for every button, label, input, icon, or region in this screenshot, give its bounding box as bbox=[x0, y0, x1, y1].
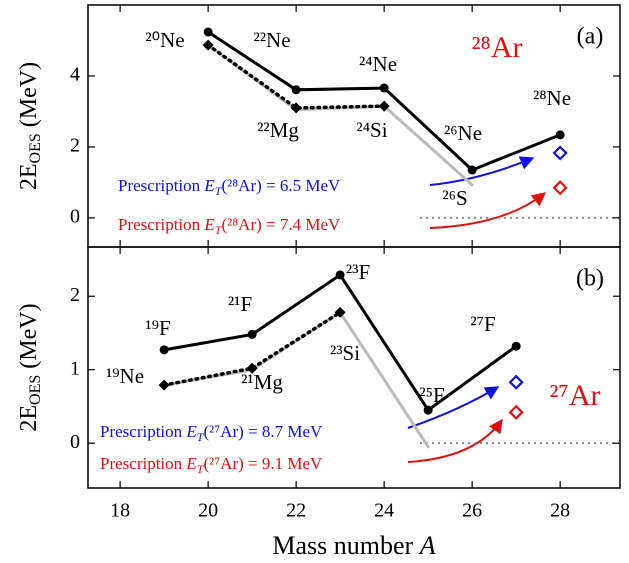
nucleus-label: ²⁶S bbox=[442, 186, 467, 210]
series-line bbox=[206, 43, 386, 110]
x-tick-label: 22 bbox=[286, 500, 306, 522]
data-point bbox=[202, 39, 214, 51]
prescription-prefix: Prescription bbox=[118, 176, 204, 195]
nucleus-label: ²¹Mg bbox=[241, 370, 283, 394]
y-tick-label: 0 bbox=[70, 205, 80, 227]
data-point bbox=[423, 405, 433, 415]
y-label-sub: OES bbox=[27, 375, 44, 405]
x-axis-label: Mass number A bbox=[272, 531, 435, 560]
arrow bbox=[407, 418, 503, 463]
y-tick-label: 4 bbox=[70, 64, 80, 86]
x-tick-label: 28 bbox=[550, 500, 570, 522]
prescription-sub: T bbox=[197, 430, 205, 444]
y-label-unit: (MeV) bbox=[16, 62, 42, 133]
prescription-var: E bbox=[203, 215, 215, 234]
y-tick-label: 2 bbox=[70, 135, 80, 157]
data-point bbox=[508, 374, 524, 390]
prescription-sub: T bbox=[215, 184, 223, 198]
prescription-prefix: Prescription bbox=[100, 454, 186, 473]
y-label-sub: OES bbox=[27, 133, 44, 163]
panel-label: (b) bbox=[576, 266, 604, 292]
prescription: Prescription ET(²⁷Ar) = 9.1 MeV bbox=[100, 454, 323, 476]
arrow bbox=[407, 386, 500, 429]
plot-frame bbox=[87, 246, 621, 489]
data-point bbox=[552, 145, 568, 161]
data-point bbox=[291, 85, 301, 95]
arrow bbox=[429, 192, 547, 229]
y-tick-label: 0 bbox=[70, 431, 80, 453]
nucleus-label: ²⁴Ne bbox=[359, 52, 397, 76]
data-point bbox=[508, 404, 524, 420]
data-point bbox=[290, 102, 302, 114]
prescription-rest: (²⁷Ar) = 8.7 MeV bbox=[203, 422, 323, 441]
y-axis-label: 2EOES (MeV) bbox=[16, 303, 44, 431]
panel-label: (a) bbox=[577, 24, 604, 50]
data-point bbox=[552, 180, 568, 196]
prescription-var: E bbox=[185, 422, 197, 441]
y-tick-label: 1 bbox=[70, 357, 80, 379]
nucleus-label: ²⁶Ne bbox=[444, 121, 482, 145]
prescription-sub: T bbox=[215, 223, 223, 237]
prescription-rest: (²⁸Ar) = 6.5 MeV bbox=[221, 176, 341, 195]
data-point bbox=[334, 306, 346, 318]
y-label-unit: (MeV) bbox=[16, 303, 42, 374]
nucleus-label: ²⁷F bbox=[470, 312, 495, 336]
nucleus-label: ¹⁹F bbox=[145, 316, 170, 340]
x-tick-label: 20 bbox=[198, 500, 218, 522]
prescription-sub: T bbox=[197, 462, 205, 476]
data-point bbox=[159, 345, 169, 355]
nucleus-label: ²⁴Si bbox=[356, 118, 387, 142]
data-point bbox=[335, 270, 345, 280]
nucleus-label: ²⁰Ne bbox=[145, 28, 184, 52]
nucleus-label: ²³F bbox=[346, 260, 370, 284]
data-point bbox=[246, 362, 258, 374]
nucleus-label: ²²Mg bbox=[257, 118, 299, 142]
data-point bbox=[378, 100, 390, 112]
data-point bbox=[555, 130, 565, 140]
nucleus-label: ¹⁹Ne bbox=[106, 364, 144, 388]
data-point bbox=[203, 27, 213, 37]
data-point bbox=[467, 165, 477, 175]
x-label-var: A bbox=[418, 531, 436, 560]
prescription-prefix: Prescription bbox=[100, 422, 186, 441]
prescription-var: E bbox=[203, 176, 215, 195]
prescription-rest: (²⁸Ar) = 7.4 MeV bbox=[221, 215, 341, 234]
nucleus-title: ²⁸Ar bbox=[471, 31, 522, 64]
data-point bbox=[158, 379, 170, 391]
nucleus-title: ²⁷Ar bbox=[549, 379, 600, 412]
data-point bbox=[511, 341, 521, 351]
nucleus-label: ²³Si bbox=[330, 341, 360, 365]
y-tick-label: 2 bbox=[70, 284, 80, 306]
data-point bbox=[379, 83, 389, 93]
y-label-main: 2E bbox=[16, 405, 42, 432]
y-axis-label: 2EOES (MeV) bbox=[16, 62, 44, 190]
nucleus-label: ²⁸Ne bbox=[533, 86, 571, 110]
nucleus-label: ²⁵F bbox=[419, 383, 444, 407]
prescription: Prescription ET(²⁸Ar) = 6.5 MeV bbox=[118, 176, 341, 198]
x-tick-label: 24 bbox=[374, 500, 394, 522]
nucleus-label: ²¹F bbox=[228, 292, 252, 316]
prescription-rest: (²⁷Ar) = 9.1 MeV bbox=[203, 454, 323, 473]
series-line bbox=[206, 43, 474, 187]
x-label-main: Mass number bbox=[272, 531, 419, 560]
nucleus-label: ²²Ne bbox=[253, 28, 290, 52]
y-label-main: 2E bbox=[16, 163, 42, 190]
x-tick-label: 26 bbox=[462, 500, 482, 522]
prescription: Prescription ET(²⁸Ar) = 7.4 MeV bbox=[118, 215, 341, 237]
x-tick-label: 18 bbox=[110, 500, 130, 522]
data-point bbox=[247, 329, 257, 339]
prescription-var: E bbox=[185, 454, 197, 473]
prescription-prefix: Prescription bbox=[118, 215, 204, 234]
arrow bbox=[429, 156, 535, 186]
prescription: Prescription ET(²⁷Ar) = 8.7 MeV bbox=[100, 422, 323, 444]
